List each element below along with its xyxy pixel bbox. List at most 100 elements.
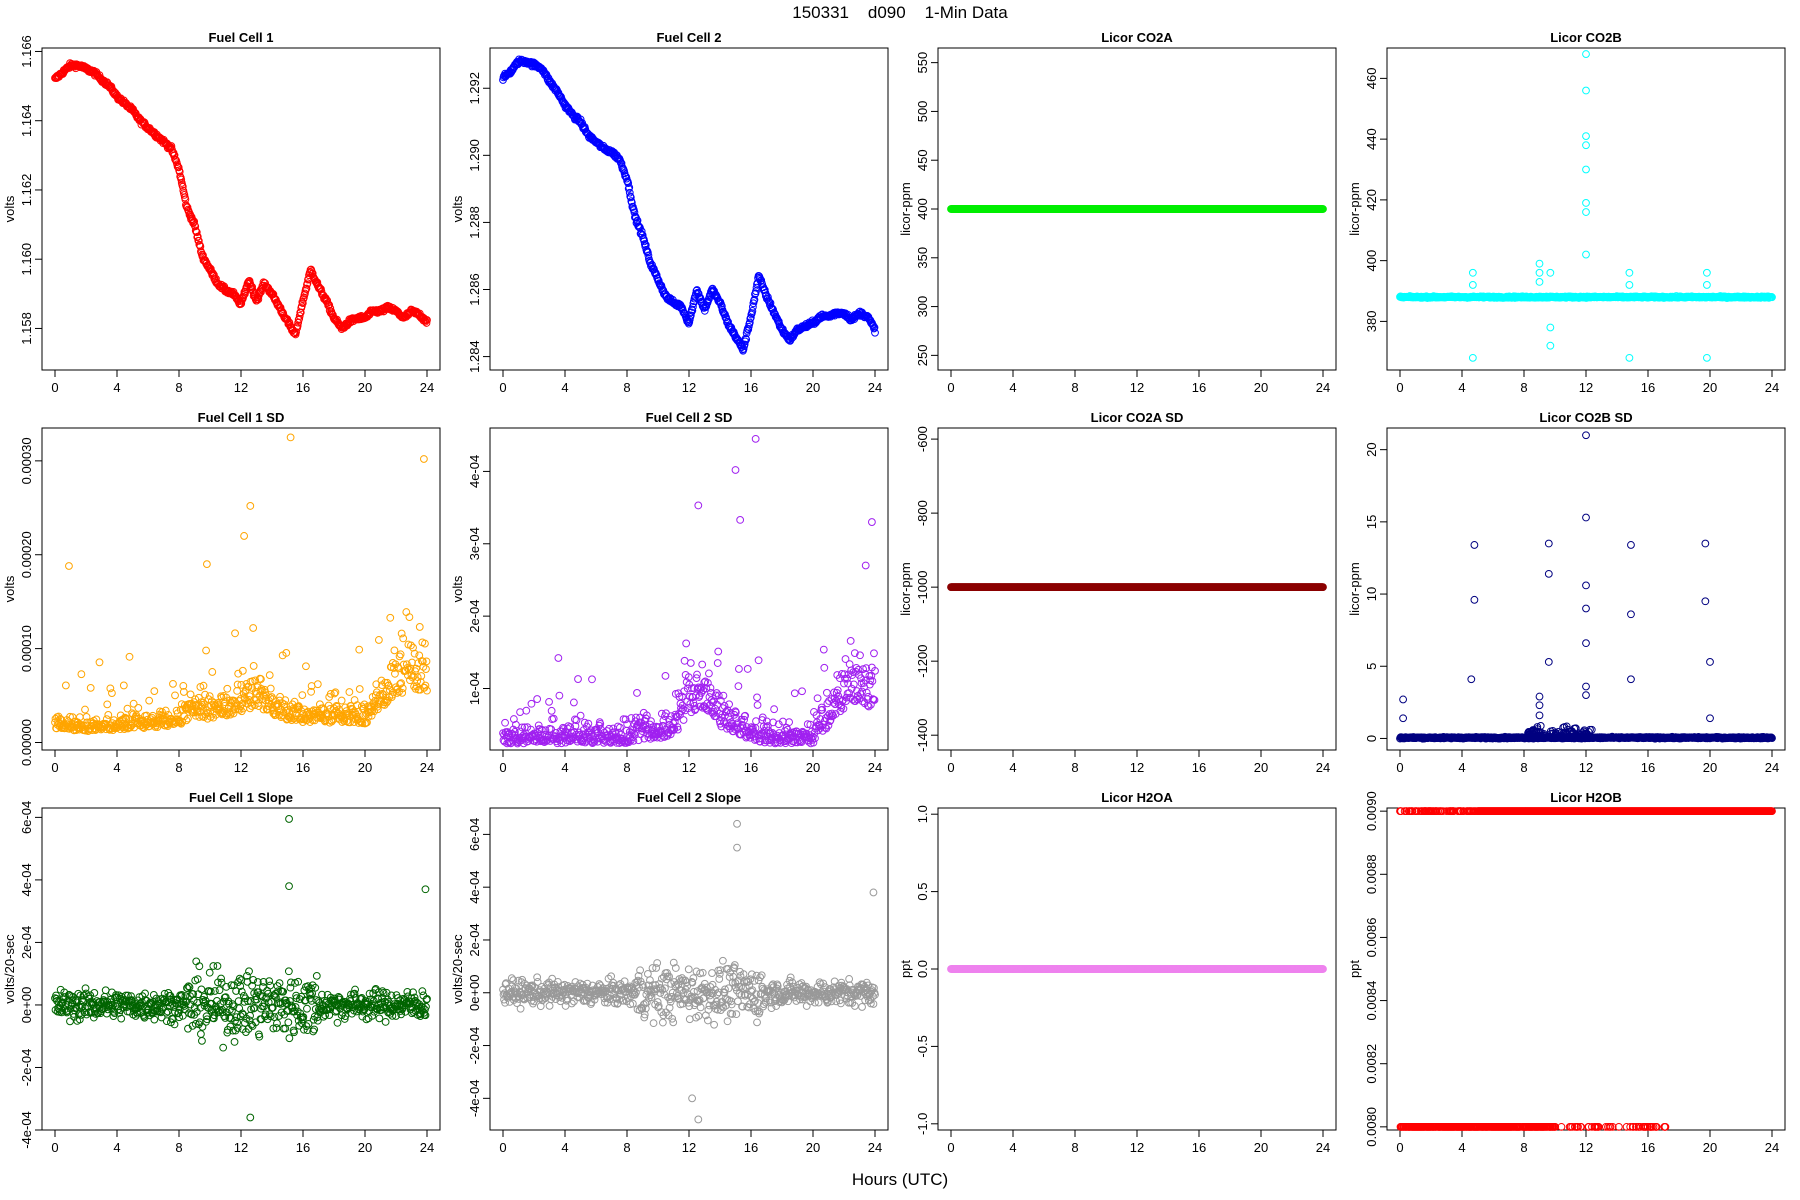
x-tick-label: 4: [561, 380, 568, 395]
outlier-point: [1582, 250, 1590, 259]
y-tick-label: 420: [1364, 189, 1379, 211]
data-point: [648, 261, 656, 269]
data-point: [182, 716, 191, 725]
y-axis-label: licor-ppm: [898, 182, 913, 235]
data-point: [694, 289, 703, 298]
outlier-point: [1582, 141, 1590, 150]
data-point: [547, 706, 556, 715]
x-tick-label: 16: [296, 760, 310, 775]
data-point: [415, 623, 424, 631]
y-tick-label: 1.160: [19, 243, 34, 276]
y-tick-label: 400: [915, 198, 930, 220]
x-tick-label: 12: [1130, 380, 1144, 395]
data-point: [249, 662, 258, 670]
data-point: [790, 689, 799, 698]
x-tick-label: 0: [51, 380, 58, 395]
data-point: [103, 700, 112, 709]
plot-title: Fuel Cell 1 SD: [198, 410, 285, 425]
outlier-point: [203, 560, 211, 569]
x-tick-label: 24: [1765, 380, 1779, 395]
y-axis-label: volts: [450, 195, 465, 222]
outlier-point: [1535, 278, 1544, 286]
outlier-point: [1468, 268, 1477, 277]
panel-2: Fuel Cell 20 4 8 12 16 20 241.2841.2861.2881.2…: [450, 30, 889, 395]
outlier-point: [420, 455, 428, 463]
data-point: [870, 323, 879, 332]
x-tick-label: 12: [234, 380, 248, 395]
data-point: [743, 665, 752, 673]
data-point: [374, 636, 383, 644]
data-point: [682, 639, 691, 648]
x-tick-label: 16: [744, 380, 758, 395]
data-point: [630, 208, 639, 217]
data-point: [753, 693, 761, 702]
data-point: [223, 684, 232, 693]
data-point: [644, 251, 653, 260]
y-tick-label: 0.00030: [19, 437, 34, 484]
figure-title: 150331 d090 1-Min Data: [792, 3, 1008, 22]
x-tick-label: 8: [1071, 760, 1078, 775]
data-point: [820, 663, 829, 672]
data-point: [693, 286, 701, 294]
data-point: [748, 302, 757, 311]
outlier-point: [736, 515, 745, 524]
x-tick-label: 8: [1520, 380, 1527, 395]
data-point: [734, 682, 743, 691]
data-point: [846, 636, 855, 645]
y-axis-label: volts: [2, 575, 17, 602]
x-tick-label: 20: [358, 760, 372, 775]
data-point: [753, 701, 762, 709]
x-tick-label: 0: [499, 760, 506, 775]
data-point: [390, 646, 399, 655]
data-point: [813, 694, 822, 703]
y-axis-label: volts: [2, 195, 17, 222]
outlier-point: [1535, 268, 1544, 277]
data-point: [405, 613, 414, 621]
data-point: [77, 670, 86, 679]
outlier-point: [1582, 208, 1590, 216]
x-tick-label: 8: [175, 760, 182, 775]
data-point: [700, 306, 709, 315]
data-point: [688, 303, 697, 311]
data-point: [249, 624, 258, 632]
x-tick-label: 20: [1254, 760, 1268, 775]
data-point: [705, 669, 713, 678]
y-tick-label: 440: [1364, 128, 1379, 150]
data-point: [748, 307, 757, 315]
y-axis-label: licor-ppm: [898, 562, 913, 615]
data-points: [499, 55, 879, 355]
panel-1: Fuel Cell 10 4 8 12 16 20 241.1581.1601.1621.1…: [2, 30, 441, 395]
data-point: [119, 681, 128, 690]
data-point: [386, 613, 395, 622]
y-tick-label: 3e-04: [467, 527, 482, 560]
y-tick-label: 1.290: [467, 139, 482, 172]
data-point: [741, 337, 750, 346]
data-point: [298, 691, 307, 700]
outlier-point: [65, 562, 73, 570]
data-point: [193, 232, 202, 241]
data-point: [191, 222, 200, 231]
data-point: [337, 696, 346, 705]
data-point: [402, 608, 411, 616]
data-point: [423, 316, 431, 324]
x-tick-label: 24: [868, 380, 882, 395]
data-point: [713, 659, 722, 667]
outlier-point: [1546, 268, 1555, 277]
outlier-point: [751, 434, 760, 443]
data-points: [499, 434, 879, 748]
data-point: [735, 665, 743, 673]
x-tick-label: 20: [806, 760, 820, 775]
x-tick-label: 24: [420, 380, 434, 395]
data-point: [819, 645, 828, 654]
data-point: [745, 318, 754, 327]
data-point: [192, 228, 201, 237]
outlier-point: [1582, 86, 1590, 95]
x-tick-label: 0: [51, 760, 58, 775]
data-point: [194, 236, 203, 245]
data-point: [862, 688, 871, 697]
data-point: [637, 227, 646, 236]
data-point: [265, 671, 274, 680]
data-point: [687, 308, 696, 317]
data-point: [871, 328, 879, 337]
